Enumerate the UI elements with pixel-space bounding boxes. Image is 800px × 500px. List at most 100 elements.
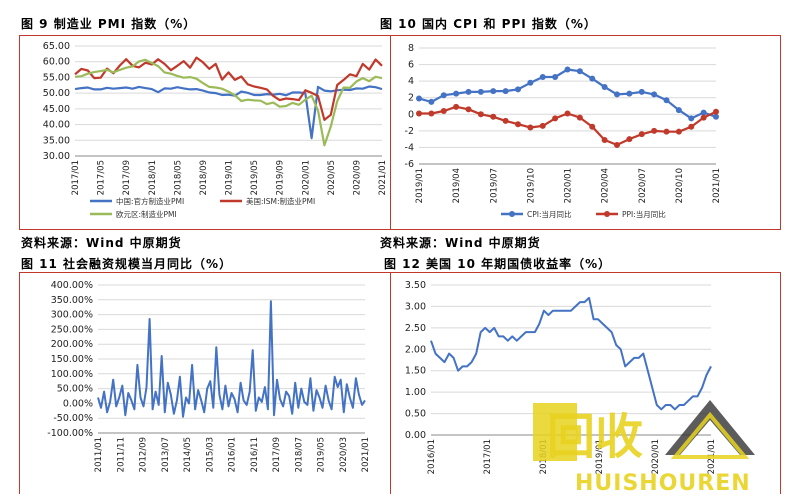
x-tick-label: 2017/09 xyxy=(272,437,282,472)
data-point xyxy=(601,83,608,90)
series-line xyxy=(74,58,383,147)
legend-label: 欧元区:制造业PMI xyxy=(116,209,177,219)
y-tick-label: 2.00 xyxy=(405,344,426,355)
data-point xyxy=(675,107,682,114)
pmi-chart: 65.00 60.00 55.00 50.00 45.00 40.00 35.00 30.00… xyxy=(43,41,388,219)
series-line xyxy=(97,300,366,418)
x-tick-label: 2020/04 xyxy=(601,168,611,203)
data-point xyxy=(539,122,546,129)
data-point xyxy=(477,88,484,95)
y-tick-label: 350.00% xyxy=(51,295,93,306)
data-point xyxy=(515,121,521,128)
y-tick-label: 100.00% xyxy=(51,369,93,380)
caption-fig11: 图 11 社会融资规模当月同比（%） xyxy=(21,257,233,271)
data-point xyxy=(502,117,509,124)
data-point xyxy=(688,115,695,122)
watermark-main-text: 回收 xyxy=(547,409,643,465)
watermark-logo: 回收 HUISHOUREN xyxy=(533,400,755,495)
y-tick-label: -100.00% xyxy=(47,428,93,439)
y-tick-label: 3.50 xyxy=(405,280,426,291)
x-tick-label: 2016/01 xyxy=(228,437,238,472)
y-tick-label: 250.00% xyxy=(51,324,93,335)
data-point xyxy=(552,115,559,122)
y-tick-label: -4 xyxy=(405,142,414,153)
data-point xyxy=(416,110,422,117)
y-tick-label: 300.00% xyxy=(51,310,93,321)
data-point xyxy=(576,68,583,75)
caption-fig12: 图 12 美国 10 年期国债收益率（%） xyxy=(384,257,612,271)
legend-label: CPI:当月同比 xyxy=(527,209,572,219)
legend-label: 美国:ISM:制造业PMI xyxy=(246,196,315,206)
y-tick-label: 40.00 xyxy=(43,120,70,131)
data-point xyxy=(515,86,521,93)
series-line xyxy=(74,56,383,122)
data-point xyxy=(700,109,707,116)
y-tick-label: -2 xyxy=(405,126,414,137)
x-tick-label: 2020/03 xyxy=(339,437,349,472)
y-tick-label: 50.00 xyxy=(43,88,70,99)
x-tick-label: 2021/01 xyxy=(712,168,722,203)
y-tick-label: -6 xyxy=(405,159,414,170)
watermark-sub-text: HUISHOUREN xyxy=(575,471,751,495)
x-tick-label: 2018/01 xyxy=(148,160,158,195)
y-tick-label: 200.00% xyxy=(51,339,93,350)
x-tick-label: 2013/07 xyxy=(161,437,171,472)
data-point xyxy=(428,110,435,117)
data-point xyxy=(416,95,422,102)
y-tick-label: 1.50 xyxy=(405,366,426,377)
x-tick-label: 2017/09 xyxy=(122,160,132,195)
x-tick-label: 2019/01 xyxy=(415,168,425,203)
data-point xyxy=(688,123,695,130)
x-tick-label: 2011/01 xyxy=(94,437,104,472)
y-tick-label: 8 xyxy=(408,43,414,54)
data-point xyxy=(614,91,620,98)
x-tick-label: 2018/07 xyxy=(294,437,304,472)
x-tick-label: 2017/01 xyxy=(483,439,493,474)
data-point xyxy=(440,92,447,99)
bottom-charts-frame xyxy=(19,272,781,494)
data-point xyxy=(453,90,460,97)
data-point xyxy=(465,88,472,95)
y-tick-label: 55.00 xyxy=(43,72,70,83)
x-tick-label: 2021/01 xyxy=(378,160,388,195)
x-tick-label: 2011/11 xyxy=(116,437,126,472)
y-tick-label: 65.00 xyxy=(43,41,70,52)
data-point xyxy=(477,111,484,118)
data-point xyxy=(502,88,509,95)
data-point xyxy=(638,88,645,95)
legend-label: PPI:当月同比 xyxy=(622,209,666,219)
x-tick-label: 2018/05 xyxy=(173,160,183,195)
data-point xyxy=(626,90,633,97)
legend-marker xyxy=(604,211,610,217)
source-left: 资料来源：Wind 中原期货 xyxy=(21,236,182,250)
data-point xyxy=(440,107,447,114)
x-tick-label: 2015/03 xyxy=(205,437,215,472)
x-tick-label: 2019/04 xyxy=(452,168,462,203)
y-tick-label: 45.00 xyxy=(43,104,70,115)
data-point xyxy=(589,75,596,82)
x-tick-label: 2016/11 xyxy=(250,437,260,472)
x-tick-label: 2019/01 xyxy=(225,160,235,195)
data-point xyxy=(651,127,658,134)
legend-marker xyxy=(509,211,515,217)
y-tick-label: 0 xyxy=(408,109,414,120)
data-point xyxy=(700,114,707,121)
x-tick-label: 2016/01 xyxy=(427,439,437,474)
data-point xyxy=(490,88,497,95)
x-tick-label: 2019/07 xyxy=(489,168,499,203)
x-tick-label: 2017/01 xyxy=(71,160,81,195)
x-tick-label: 2020/05 xyxy=(327,160,337,195)
y-tick-label: 0.50 xyxy=(405,409,426,420)
x-tick-label: 2014/05 xyxy=(183,437,193,472)
legend-label: 中国:官方制造业PMI xyxy=(116,196,184,206)
bottom-divider xyxy=(390,272,391,494)
x-tick-label: 2017/05 xyxy=(97,160,107,195)
y-tick-label: 60.00 xyxy=(43,57,70,68)
x-tick-label: 2019/01 xyxy=(595,439,605,474)
y-tick-label: -50.00% xyxy=(53,413,93,424)
data-point xyxy=(552,74,559,80)
data-point xyxy=(589,123,596,130)
data-point xyxy=(465,106,472,113)
data-point xyxy=(663,97,670,104)
data-point xyxy=(453,103,460,110)
